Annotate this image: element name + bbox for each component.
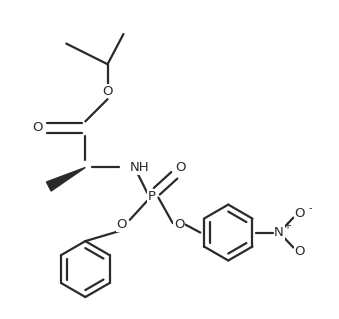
Text: N: N [274, 226, 284, 239]
Text: O: O [295, 207, 305, 220]
Text: +: + [283, 221, 291, 231]
Text: O: O [33, 121, 43, 134]
Text: O: O [102, 85, 113, 98]
Text: O: O [117, 218, 127, 231]
Text: O: O [295, 245, 305, 258]
Text: -: - [308, 203, 312, 213]
Polygon shape [46, 167, 85, 191]
Text: P: P [148, 189, 156, 203]
Text: O: O [175, 161, 186, 174]
Text: O: O [174, 218, 184, 231]
Text: NH: NH [130, 161, 149, 174]
